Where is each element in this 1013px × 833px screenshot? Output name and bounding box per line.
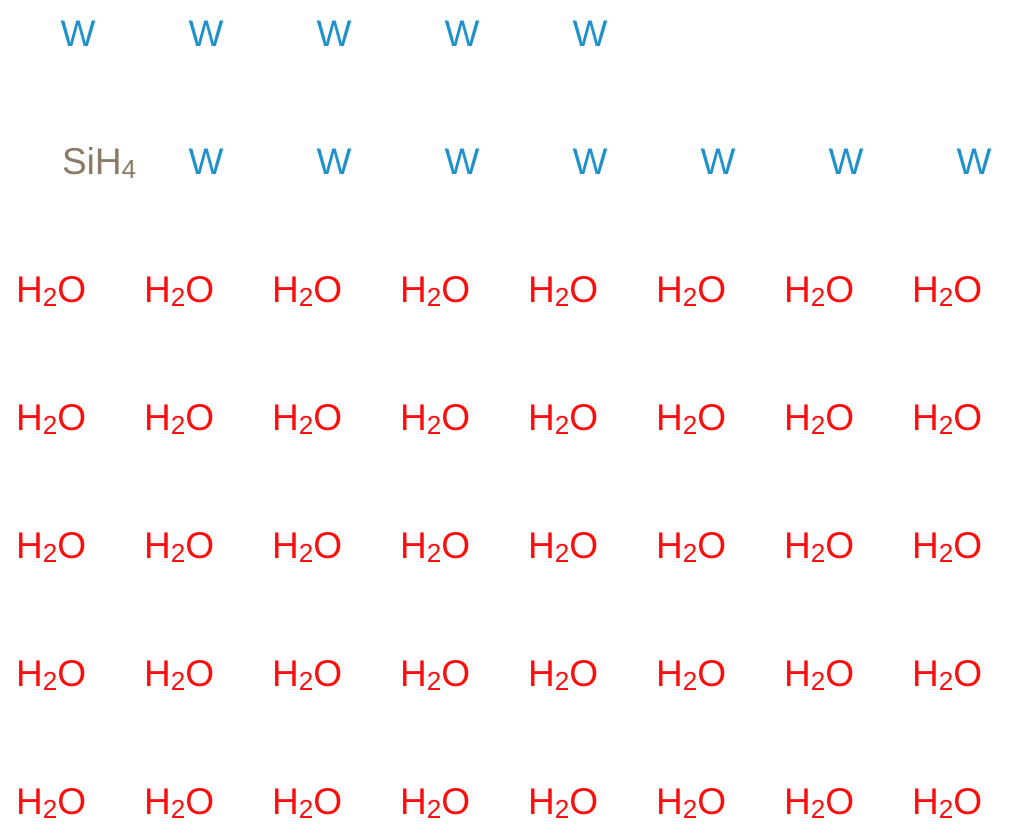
water-label: H2O [144, 781, 214, 824]
tungsten-label: W [189, 141, 224, 182]
water-label: H2O [912, 397, 982, 440]
silane-label: SiH4 [62, 141, 136, 184]
water-label: H2O [144, 397, 214, 440]
tungsten-label: W [317, 13, 352, 54]
water-label: H2O [656, 781, 726, 824]
water-label: H2O [272, 269, 342, 312]
water-label: H2O [784, 269, 854, 312]
water-label: H2O [16, 781, 86, 824]
tungsten-label: W [317, 141, 352, 182]
water-label: H2O [144, 269, 214, 312]
water-label: H2O [144, 653, 214, 696]
water-label: H2O [272, 781, 342, 824]
water-label: H2O [16, 269, 86, 312]
water-label: H2O [400, 269, 470, 312]
water-label: H2O [272, 653, 342, 696]
water-label: H2O [528, 269, 598, 312]
water-label: H2O [16, 397, 86, 440]
water-label: H2O [272, 525, 342, 568]
water-label: H2O [528, 525, 598, 568]
tungsten-label: W [829, 141, 864, 182]
tungsten-label: W [61, 13, 96, 54]
tungsten-label: W [957, 141, 992, 182]
water-label: H2O [528, 397, 598, 440]
water-label: H2O [784, 781, 854, 824]
water-label: H2O [16, 653, 86, 696]
water-label: H2O [16, 525, 86, 568]
water-label: H2O [656, 269, 726, 312]
water-label: H2O [144, 525, 214, 568]
water-label: H2O [400, 781, 470, 824]
tungsten-label: W [445, 141, 480, 182]
tungsten-label: W [189, 13, 224, 54]
water-label: H2O [912, 269, 982, 312]
water-label: H2O [272, 397, 342, 440]
water-label: H2O [400, 653, 470, 696]
water-label: H2O [656, 653, 726, 696]
water-label: H2O [912, 525, 982, 568]
water-label: H2O [784, 397, 854, 440]
water-label: H2O [784, 525, 854, 568]
water-label: H2O [912, 653, 982, 696]
water-label: H2O [400, 525, 470, 568]
water-label: H2O [528, 653, 598, 696]
tungsten-label: W [573, 13, 608, 54]
water-label: H2O [656, 397, 726, 440]
water-label: H2O [784, 653, 854, 696]
water-label: H2O [400, 397, 470, 440]
tungsten-label: W [573, 141, 608, 182]
water-label: H2O [528, 781, 598, 824]
tungsten-label: W [701, 141, 736, 182]
water-label: H2O [912, 781, 982, 824]
water-label: H2O [656, 525, 726, 568]
tungsten-label: W [445, 13, 480, 54]
